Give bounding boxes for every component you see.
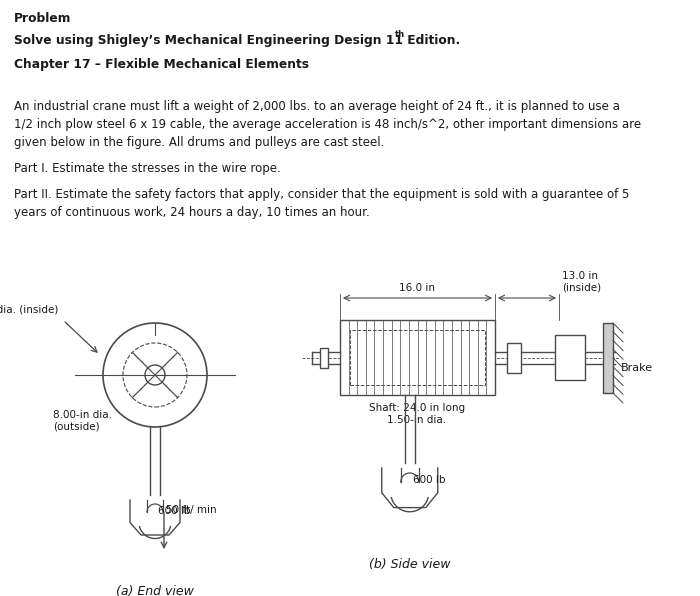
Text: given below in the figure. All drums and pulleys are cast steel.: given below in the figure. All drums and… bbox=[14, 136, 384, 149]
Text: 1/2 inch plow steel 6 x 19 cable, the average acceleration is 48 inch/s^2, other: 1/2 inch plow steel 6 x 19 cable, the av… bbox=[14, 118, 641, 131]
Text: 600 lb: 600 lb bbox=[413, 475, 445, 485]
Bar bbox=[603, 323, 613, 393]
Text: Part I. Estimate the stresses in the wire rope.: Part I. Estimate the stresses in the wir… bbox=[14, 162, 281, 175]
Text: (a) End view: (a) End view bbox=[116, 585, 194, 596]
Text: 50 ft/ min: 50 ft/ min bbox=[166, 505, 216, 515]
Text: Brake: Brake bbox=[621, 363, 653, 373]
Bar bbox=[320, 348, 328, 368]
Bar bbox=[507, 343, 521, 373]
Bar bbox=[350, 330, 485, 385]
Text: 16.0 in: 16.0 in bbox=[399, 283, 435, 293]
Text: Chapter 17 – Flexible Mechanical Elements: Chapter 17 – Flexible Mechanical Element… bbox=[14, 58, 309, 71]
Text: 8.00-in dia.
(outside): 8.00-in dia. (outside) bbox=[53, 410, 112, 432]
Text: 6.00-in dia. (inside): 6.00-in dia. (inside) bbox=[0, 305, 58, 315]
Bar bbox=[340, 320, 495, 395]
Text: Edition.: Edition. bbox=[403, 34, 461, 47]
Text: 13.0 in
(inside): 13.0 in (inside) bbox=[562, 271, 601, 293]
Text: (b) Side view: (b) Side view bbox=[369, 558, 451, 571]
Text: Problem: Problem bbox=[14, 12, 71, 25]
Text: 600 lb: 600 lb bbox=[158, 506, 190, 516]
Bar bbox=[555, 335, 585, 380]
Text: Solve using Shigley’s Mechanical Engineering Design 11: Solve using Shigley’s Mechanical Enginee… bbox=[14, 34, 403, 47]
Text: years of continuous work, 24 hours a day, 10 times an hour.: years of continuous work, 24 hours a day… bbox=[14, 206, 370, 219]
Text: Part II. Estimate the safety factors that apply, consider that the equipment is : Part II. Estimate the safety factors tha… bbox=[14, 188, 629, 201]
Text: th: th bbox=[395, 30, 405, 39]
Text: An industrial crane must lift a weight of 2,000 lbs. to an average height of 24 : An industrial crane must lift a weight o… bbox=[14, 100, 620, 113]
Text: Shaft: 24.0 in long
1.50-in dia.: Shaft: 24.0 in long 1.50-in dia. bbox=[369, 403, 465, 424]
